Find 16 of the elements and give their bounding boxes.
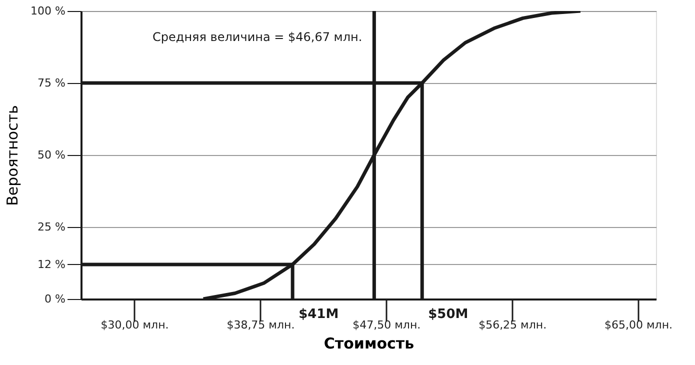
x-tick-label: $38,75 млн. <box>226 318 295 332</box>
x-tick-label: $65,00 млн. <box>604 318 673 332</box>
y-axis-title: Вероятность <box>4 105 22 206</box>
y-tick-label: 0 % <box>44 292 66 306</box>
x-tick-label: $47,50 млн. <box>352 318 421 332</box>
y-tick-label: 25 % <box>38 220 66 234</box>
y-tick-label: 50 % <box>38 148 66 162</box>
x-tick-label: $30,00 млн. <box>100 318 169 332</box>
y-tick-label: 12 % <box>38 258 66 271</box>
x-tick-label: $56,25 млн. <box>478 318 547 332</box>
x-axis-title: Стоимость <box>324 334 414 352</box>
annotation: $50M <box>428 307 468 322</box>
y-tick-label: 75 % <box>38 76 66 90</box>
annotation: Средняя величина = $46,67 млн. <box>152 30 362 44</box>
annotation: $41M <box>298 307 339 322</box>
y-tick-label: 100 % <box>30 4 66 18</box>
